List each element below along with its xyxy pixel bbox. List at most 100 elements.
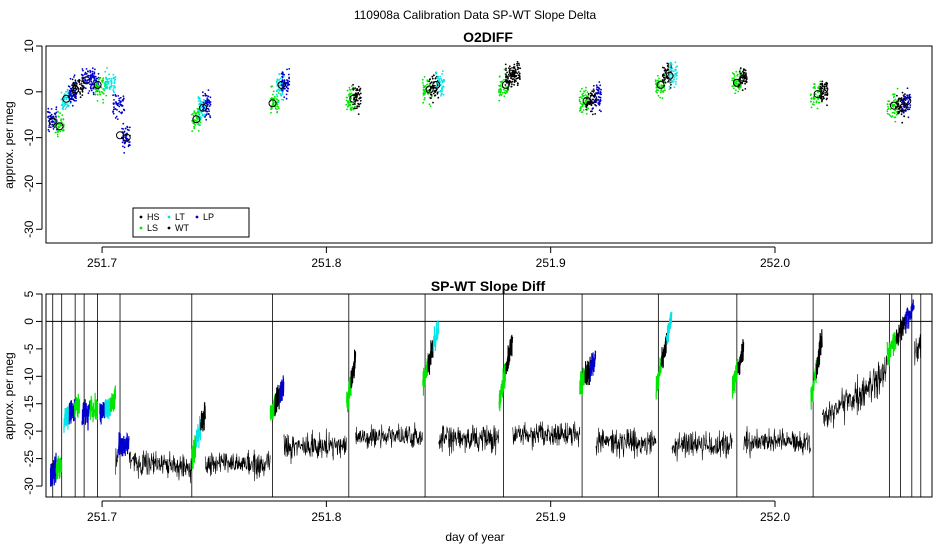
o2diff-point	[813, 104, 815, 106]
o2diff-point	[430, 95, 433, 98]
o2diff-point	[70, 97, 73, 100]
o2diff-point	[107, 78, 109, 80]
o2diff-point	[272, 90, 275, 93]
o2diff-point	[278, 79, 281, 81]
o2diff-point	[285, 93, 288, 96]
o2diff-point	[81, 68, 84, 70]
o2diff-point	[197, 129, 200, 132]
panel-o2diff-frame	[45, 45, 933, 244]
panel-o2diff: O2DIFF 251.7 251.8 251.9 252.0 -30 -20 -10 0 10…	[2, 29, 933, 270]
o2diff-point	[277, 105, 280, 108]
o2diff-point	[94, 93, 97, 96]
o2diff-point	[826, 84, 828, 86]
legend-label-lt: LT	[175, 212, 185, 222]
o2diff-point	[825, 93, 827, 96]
o2diff-point	[440, 88, 443, 90]
o2diff-point	[429, 78, 431, 80]
o2diff-mean-marker	[813, 90, 822, 99]
o2diff-point	[586, 91, 589, 94]
o2diff-point	[511, 83, 513, 86]
o2diff-point	[353, 107, 355, 110]
o2diff-point	[52, 115, 55, 118]
o2diff-point	[886, 112, 889, 115]
slope-diff-y-tick-label: 0	[22, 318, 36, 325]
o2diff-point	[119, 101, 122, 103]
o2diff-point	[893, 112, 896, 115]
o2diff-point	[815, 100, 818, 102]
o2diff-mean-marker	[62, 94, 71, 103]
o2diff-point	[598, 81, 601, 83]
o2diff-point	[661, 84, 664, 87]
calibration-run-ls	[422, 352, 429, 396]
o2diff-point	[285, 81, 288, 84]
o2diff-point	[580, 107, 582, 109]
o2diff-point	[69, 90, 72, 92]
o2diff-point	[516, 84, 519, 87]
o2diff-point	[896, 87, 899, 90]
o2diff-point	[104, 70, 107, 73]
legend-label-ls: LS	[147, 223, 158, 233]
o2diff-point	[892, 106, 894, 108]
o2diff-point	[113, 80, 116, 82]
o2diff-point	[584, 101, 587, 103]
o2diff-point	[663, 87, 666, 89]
o2diff-point	[93, 76, 95, 79]
o2diff-point	[288, 73, 290, 76]
o2diff-point	[504, 89, 507, 92]
o2diff-point	[98, 92, 101, 94]
o2diff-point	[813, 83, 816, 85]
o2diff-point	[346, 105, 349, 108]
o2diff-point	[734, 92, 737, 95]
calibration-run-ls	[498, 363, 507, 412]
o2diff-point	[895, 111, 898, 113]
calibration-run-lt	[195, 416, 202, 449]
o2diff-point	[582, 95, 584, 97]
o2diff-point	[282, 82, 285, 85]
o2diff-point	[598, 104, 601, 106]
o2diff-point	[112, 94, 114, 97]
o2diff-point	[817, 97, 820, 100]
o2diff-point	[100, 91, 103, 93]
o2diff-point	[112, 111, 114, 113]
o2diff-point	[814, 93, 817, 95]
o2diff-point	[96, 93, 99, 96]
o2diff-point	[579, 90, 582, 93]
o2diff-point	[49, 126, 52, 129]
o2diff-point	[114, 117, 117, 119]
calibration-run-lp	[49, 452, 57, 487]
o2diff-point	[896, 94, 898, 97]
o2diff-point	[505, 67, 507, 70]
o2diff-point	[505, 75, 507, 78]
o2diff-point	[74, 96, 76, 99]
o2diff-point	[99, 93, 101, 96]
slope-diff-x-tick-label: 251.9	[536, 510, 566, 524]
o2diff-point	[205, 110, 208, 113]
o2diff-point	[501, 91, 504, 94]
panel-slope-diff-x-axis: 251.7 251.8 251.9 252.0	[87, 500, 790, 524]
o2diff-point	[515, 74, 518, 77]
o2diff-point	[60, 124, 63, 127]
o2diff-point	[81, 94, 84, 96]
o2diff-point	[429, 82, 432, 85]
o2diff-point	[110, 80, 113, 82]
o2diff-point	[73, 83, 76, 86]
o2diff-point	[506, 79, 508, 82]
o2diff-point	[120, 103, 123, 106]
o2diff-point	[288, 68, 291, 70]
o2diff-point	[50, 113, 53, 116]
panel-o2diff-title: O2DIFF	[463, 29, 513, 45]
o2diff-point	[810, 97, 813, 100]
o2diff-point	[516, 62, 518, 65]
o2diff-point	[56, 133, 59, 136]
o2diff-mean-marker	[82, 76, 91, 85]
slope-diff-y-tick-label: -30	[22, 477, 36, 495]
legend-marker-hs	[139, 215, 143, 219]
o2diff-point	[281, 76, 284, 79]
o2diff-point	[80, 88, 83, 90]
o2diff-point	[358, 88, 361, 91]
o2diff-point	[113, 106, 115, 109]
o2diff-point	[506, 71, 508, 74]
o2diff-point	[349, 104, 352, 107]
o2diff-point	[512, 70, 514, 73]
o2diff-point	[69, 94, 72, 97]
